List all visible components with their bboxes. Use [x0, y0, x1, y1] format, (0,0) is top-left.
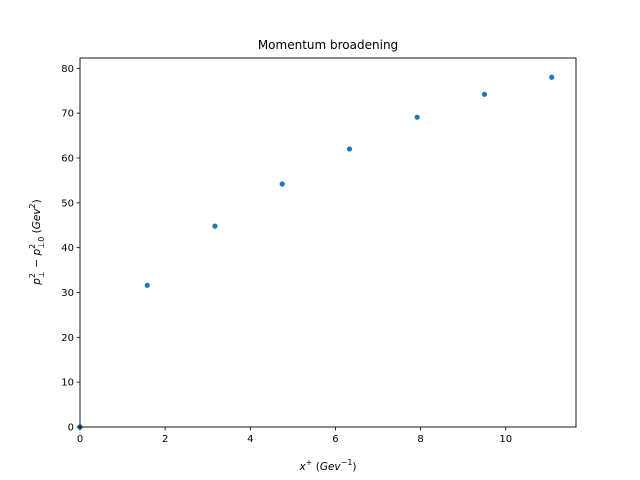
y-tick-label-3: 30 [61, 288, 74, 299]
y-tick-label-7: 70 [61, 109, 74, 120]
x-tick-label-1: 2 [162, 434, 168, 445]
x-axis-label: x+ (Gev−1) [298, 458, 356, 473]
data-point-1 [144, 282, 150, 288]
ticks-layer: 0 2 4 6 8 10 0 10 20 30 40 50 60 70 80 [61, 64, 512, 445]
data-point-7 [549, 74, 555, 80]
y-tick-label-2: 20 [61, 333, 74, 344]
x-tick-label-4: 8 [417, 434, 423, 445]
y-tick-label-8: 80 [61, 64, 74, 75]
x-tick-label-2: 4 [247, 434, 253, 445]
data-point-5 [414, 114, 420, 120]
y-tick-label-1: 10 [61, 378, 74, 389]
plot-frame [79, 57, 577, 428]
x-tick-label-0: 0 [77, 434, 83, 445]
chart-title: Momentum broadening [258, 38, 398, 52]
y-axis-label: p2⊥ − p2⊥0 (Gev2) [28, 199, 46, 286]
x-tick-label-3: 6 [332, 434, 338, 445]
data-point-3 [279, 181, 285, 187]
points-layer [77, 74, 555, 430]
data-point-6 [481, 91, 488, 97]
y-tick-label-4: 40 [61, 243, 74, 254]
x-tick-label-5: 10 [499, 434, 512, 445]
y-tick-label-6: 60 [61, 153, 74, 164]
data-point-2 [212, 223, 218, 229]
y-tick-label-0: 0 [68, 423, 74, 434]
data-point-4 [346, 146, 353, 152]
y-tick-label-5: 50 [61, 198, 74, 209]
